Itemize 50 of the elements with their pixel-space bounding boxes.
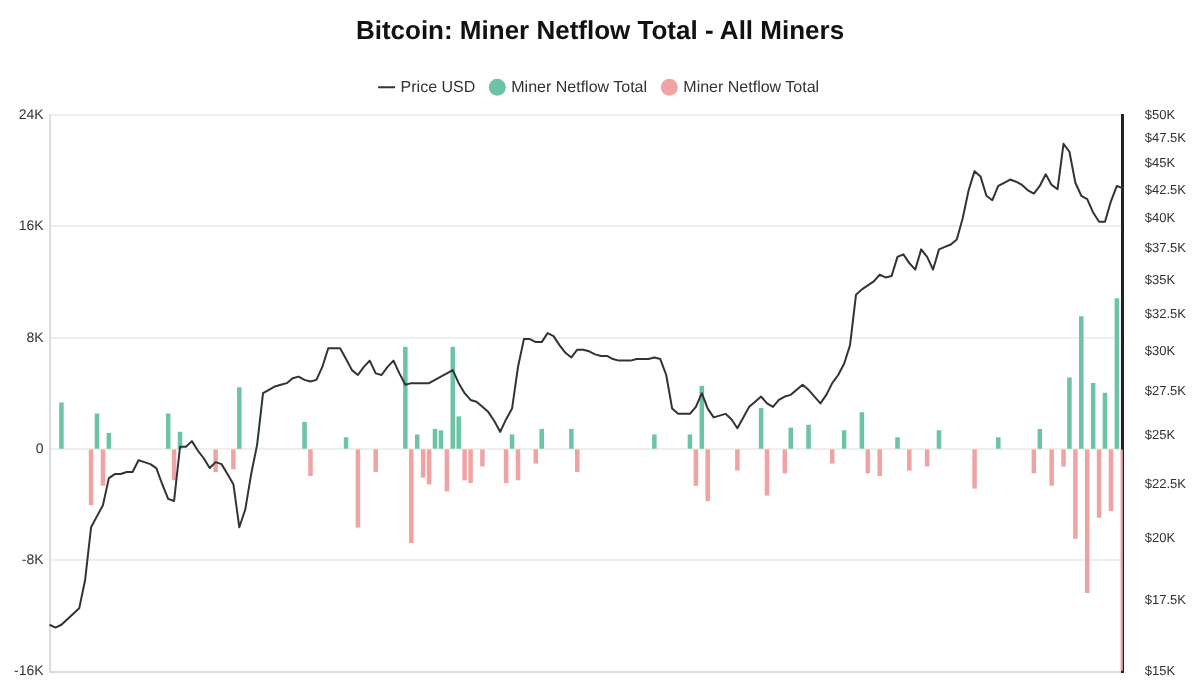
bar <box>59 402 64 449</box>
bar <box>1079 316 1084 449</box>
bar <box>1073 449 1078 539</box>
bar <box>569 428 574 449</box>
bar <box>996 437 1001 449</box>
bar <box>575 449 580 472</box>
bar <box>859 412 865 449</box>
legend-label: Miner Netflow Total <box>511 77 648 96</box>
bar <box>237 387 242 449</box>
bar <box>420 449 426 478</box>
bar <box>343 437 349 449</box>
bar <box>403 346 408 449</box>
bar <box>462 449 467 481</box>
legend-label: Price USD <box>400 77 476 96</box>
bar <box>895 437 900 449</box>
bar <box>432 428 438 449</box>
bar <box>302 421 307 449</box>
bar <box>972 449 977 489</box>
bar <box>106 433 112 449</box>
bar <box>936 430 942 449</box>
bar <box>652 434 657 449</box>
bar <box>414 434 420 449</box>
bar <box>764 449 770 496</box>
bar <box>373 449 378 472</box>
bar <box>907 449 912 471</box>
bar <box>705 449 710 502</box>
bar <box>1049 449 1054 486</box>
bar <box>438 430 444 449</box>
bar <box>409 449 414 543</box>
bar <box>480 449 485 467</box>
bar <box>1037 428 1043 449</box>
chart-title: Bitcoin: Miner Netflow Total - All Miners <box>355 14 845 45</box>
bar <box>735 449 740 471</box>
bar <box>468 449 473 484</box>
bar <box>877 449 882 477</box>
bar <box>509 434 515 449</box>
bar <box>841 430 847 449</box>
legend-label: Miner Netflow Total <box>683 77 820 96</box>
bar <box>308 449 313 477</box>
bar <box>539 428 544 449</box>
bar <box>687 434 693 449</box>
bar <box>1067 377 1072 449</box>
bar <box>830 449 835 464</box>
bar <box>1061 449 1066 467</box>
bar <box>693 449 699 486</box>
bar <box>806 424 811 449</box>
bar <box>100 449 106 486</box>
bar <box>788 427 794 449</box>
bar <box>231 449 236 470</box>
bar <box>533 449 539 464</box>
